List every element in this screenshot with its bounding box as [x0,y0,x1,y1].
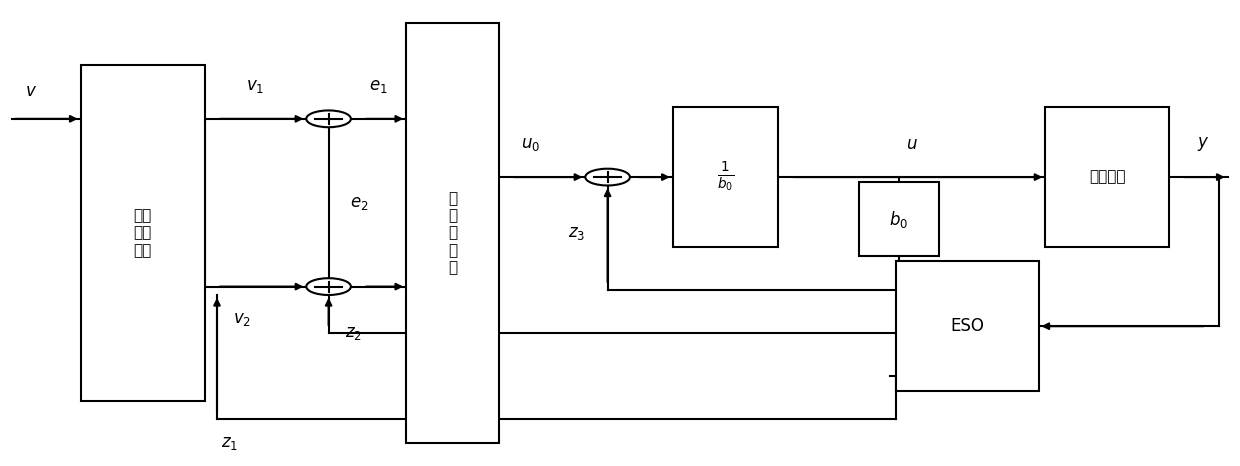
Text: ESO: ESO [950,317,985,335]
Text: $z_3$: $z_3$ [568,224,585,242]
Bar [407,23,498,443]
Text: $\frac{1}{b_0}$: $\frac{1}{b_0}$ [717,160,734,194]
Text: $e_1$: $e_1$ [370,77,388,95]
Bar [81,65,205,401]
Bar [858,182,940,256]
Bar [1045,107,1169,247]
Text: $y$: $y$ [1197,136,1209,153]
Text: $v_2$: $v_2$ [233,310,250,328]
Text: $v$: $v$ [25,82,37,100]
Text: $u_0$: $u_0$ [521,136,539,153]
Text: $b_0$: $b_0$ [889,208,909,230]
Text: 安排
过渡
过程: 安排 过渡 过程 [134,208,151,258]
Bar [672,107,779,247]
Text: $z_1$: $z_1$ [221,434,238,452]
Text: $z_2$: $z_2$ [345,324,362,342]
Text: 非
线
性
组
合: 非 线 性 组 合 [448,191,458,275]
Bar [895,261,1039,391]
Text: 受控对象: 受控对象 [1089,170,1126,185]
Circle shape [306,110,351,127]
Text: $e_2$: $e_2$ [351,194,368,212]
Circle shape [306,278,351,295]
Text: $v_1$: $v_1$ [247,77,264,95]
Text: $u$: $u$ [905,136,918,153]
Circle shape [585,169,630,185]
